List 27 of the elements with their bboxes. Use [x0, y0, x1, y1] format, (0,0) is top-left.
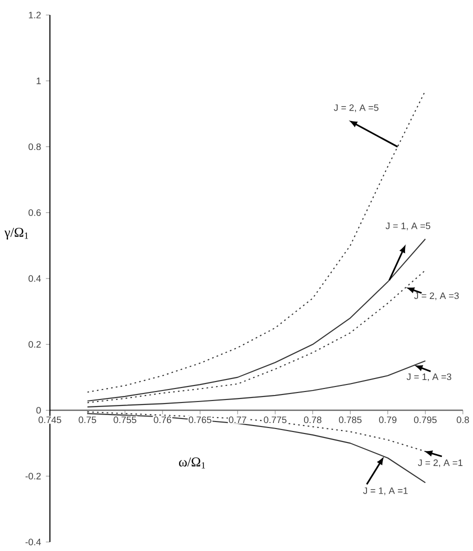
y-tick-label: 0.8 [28, 143, 41, 150]
y-tick-label: 0.4 [28, 275, 41, 282]
annotation: J = 1, A =1 [363, 487, 408, 496]
y-tick-label: 0.2 [28, 341, 41, 348]
y-tick-label: -0.4 [26, 538, 41, 546]
x-tick-label: 0.745 [38, 416, 62, 424]
y-tick-label: 1 [36, 78, 41, 84]
annotation: J = 1, A =5 [386, 222, 430, 230]
x-tick-label: 0.8 [456, 416, 470, 424]
x-tick-label: 0.775 [264, 416, 286, 424]
x-axis-title: ω/Ω$_{1}$ [179, 458, 206, 468]
x-tick-label: 0.755 [114, 416, 136, 424]
annotation: J = 2, A =5 [334, 104, 378, 112]
x-tick-label: 0.785 [338, 416, 362, 424]
y-tick-label: 1.2 [28, 12, 41, 18]
x-tick-label: 0.75 [78, 416, 96, 424]
x-tick-label: 0.79 [379, 416, 396, 424]
x-tick-label: 0.78 [304, 416, 322, 424]
y-axis-title: γ/Ω$_{1}$ [4, 228, 28, 240]
x-tick-label: 0.795 [414, 416, 437, 424]
annotation: J = 2, A =3 [414, 292, 459, 300]
x-tick-label: 0.76 [154, 416, 172, 424]
y-tick-label: -0.2 [26, 472, 41, 480]
annotation: J = 1, A =3 [406, 373, 452, 382]
y-tick-label: 0 [36, 406, 41, 414]
annotation: J = 2, A =1 [418, 459, 463, 468]
y-tick-label: 0.6 [28, 209, 41, 216]
